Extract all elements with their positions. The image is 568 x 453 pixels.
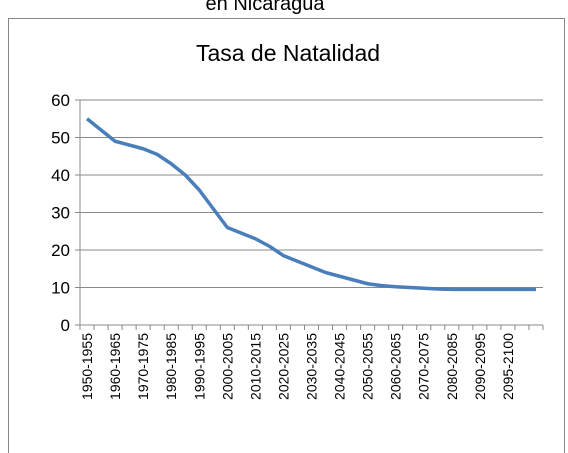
y-tick-label: 0 (61, 316, 70, 335)
x-tick-label: 2070-2075 (416, 333, 432, 400)
y-tick-label: 10 (51, 279, 70, 298)
y-tick-label: 30 (51, 204, 70, 223)
x-tick-label: 2020-2025 (275, 333, 291, 400)
y-tick-label: 60 (51, 91, 70, 110)
x-tick-label: 1980-1985 (163, 333, 179, 400)
x-tick-label: 2000-2005 (219, 333, 235, 400)
x-tick-label: 2080-2085 (444, 333, 460, 400)
x-tick-label: 2030-2035 (304, 333, 320, 400)
page-heading: en Nicaragua (206, 0, 326, 15)
y-tick-label: 20 (51, 241, 70, 260)
x-tick-label: 1960-1965 (107, 333, 123, 400)
data-line (85, 117, 536, 292)
chart-border (8, 18, 565, 453)
x-tick-label: 2010-2015 (247, 333, 263, 400)
y-tick-label: 50 (51, 129, 70, 148)
x-tick-label: 2090-2095 (472, 333, 488, 400)
x-tick-label: 2050-2055 (360, 333, 376, 400)
x-tick-label: 1950-1955 (79, 333, 95, 400)
x-tick-label: 1970-1975 (135, 333, 151, 400)
y-tick-label: 40 (51, 166, 70, 185)
x-tick-label: 2060-2065 (388, 333, 404, 400)
x-tick-label: 2040-2045 (332, 333, 348, 400)
x-tick-label: 2095-2100 (500, 333, 516, 400)
x-tick-label: 1990-1995 (191, 333, 207, 400)
chart-title: Tasa de Natalidad (196, 40, 380, 66)
